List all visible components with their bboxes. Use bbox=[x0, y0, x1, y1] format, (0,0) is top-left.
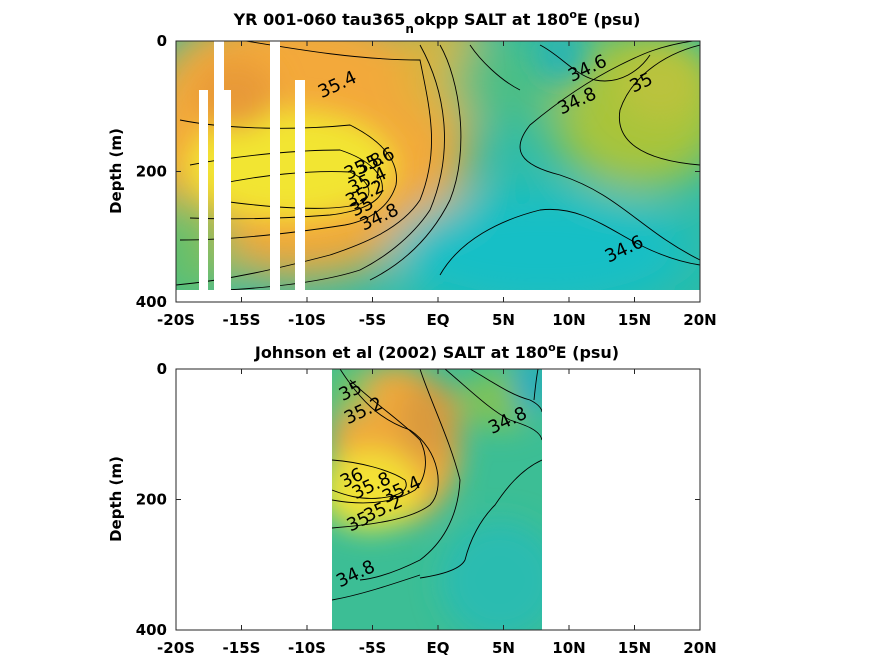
panel-model-x-ticks: -20S -15S -10S -5S EQ 5N 10N 15N 20N bbox=[157, 41, 717, 329]
x-tick-label: 10N bbox=[552, 311, 585, 329]
x-tick-label: -10S bbox=[288, 311, 326, 329]
y-tick-label: 0 bbox=[157, 32, 167, 50]
panel-obs-ylabel: Depth (m) bbox=[107, 456, 125, 542]
y-tick-label: 200 bbox=[136, 163, 167, 181]
panel-model: YR 001-060 tau365nokpp SALT at 180oE (ps… bbox=[107, 8, 717, 329]
x-tick-label: 5N bbox=[492, 639, 515, 656]
x-tick-label: 20N bbox=[683, 311, 716, 329]
salinity-field-obs bbox=[332, 369, 542, 630]
panel-model-y-ticks: 0 200 400 bbox=[136, 32, 700, 311]
panel-obs-y-ticks: 0 200 400 bbox=[136, 360, 700, 639]
x-tick-label: -10S bbox=[288, 639, 326, 656]
x-tick-label: 15N bbox=[618, 639, 651, 656]
x-tick-label: 10N bbox=[552, 639, 585, 656]
y-tick-label: 400 bbox=[136, 293, 167, 311]
x-tick-label: EQ bbox=[427, 639, 450, 656]
panel-obs: Johnson et al (2002) SALT at 180oE (psu) bbox=[107, 341, 717, 656]
x-tick-label: -15S bbox=[223, 311, 261, 329]
x-tick-label: EQ bbox=[427, 311, 450, 329]
x-tick-label: -5S bbox=[359, 311, 386, 329]
panel-model-title: YR 001-060 tau365nokpp SALT at 180oE (ps… bbox=[233, 8, 641, 36]
panel-obs-title: Johnson et al (2002) SALT at 180oE (psu) bbox=[254, 341, 619, 362]
x-tick-label: 20N bbox=[683, 639, 716, 656]
x-tick-label: 15N bbox=[618, 311, 651, 329]
x-tick-label: -20S bbox=[157, 639, 195, 656]
panel-model-ylabel: Depth (m) bbox=[107, 128, 125, 214]
x-tick-label: -5S bbox=[359, 639, 386, 656]
missing-data-columns bbox=[199, 41, 305, 295]
y-tick-label: 400 bbox=[136, 621, 167, 639]
x-tick-label: 5N bbox=[492, 311, 515, 329]
x-tick-label: -20S bbox=[157, 311, 195, 329]
panel-obs-x-ticks: -20S -15S -10S -5S EQ 5N 10N 15N 20N bbox=[157, 369, 717, 656]
contour-lines-obs bbox=[332, 369, 542, 601]
y-tick-label: 0 bbox=[157, 360, 167, 378]
y-tick-label: 200 bbox=[136, 491, 167, 509]
x-tick-label: -15S bbox=[223, 639, 261, 656]
